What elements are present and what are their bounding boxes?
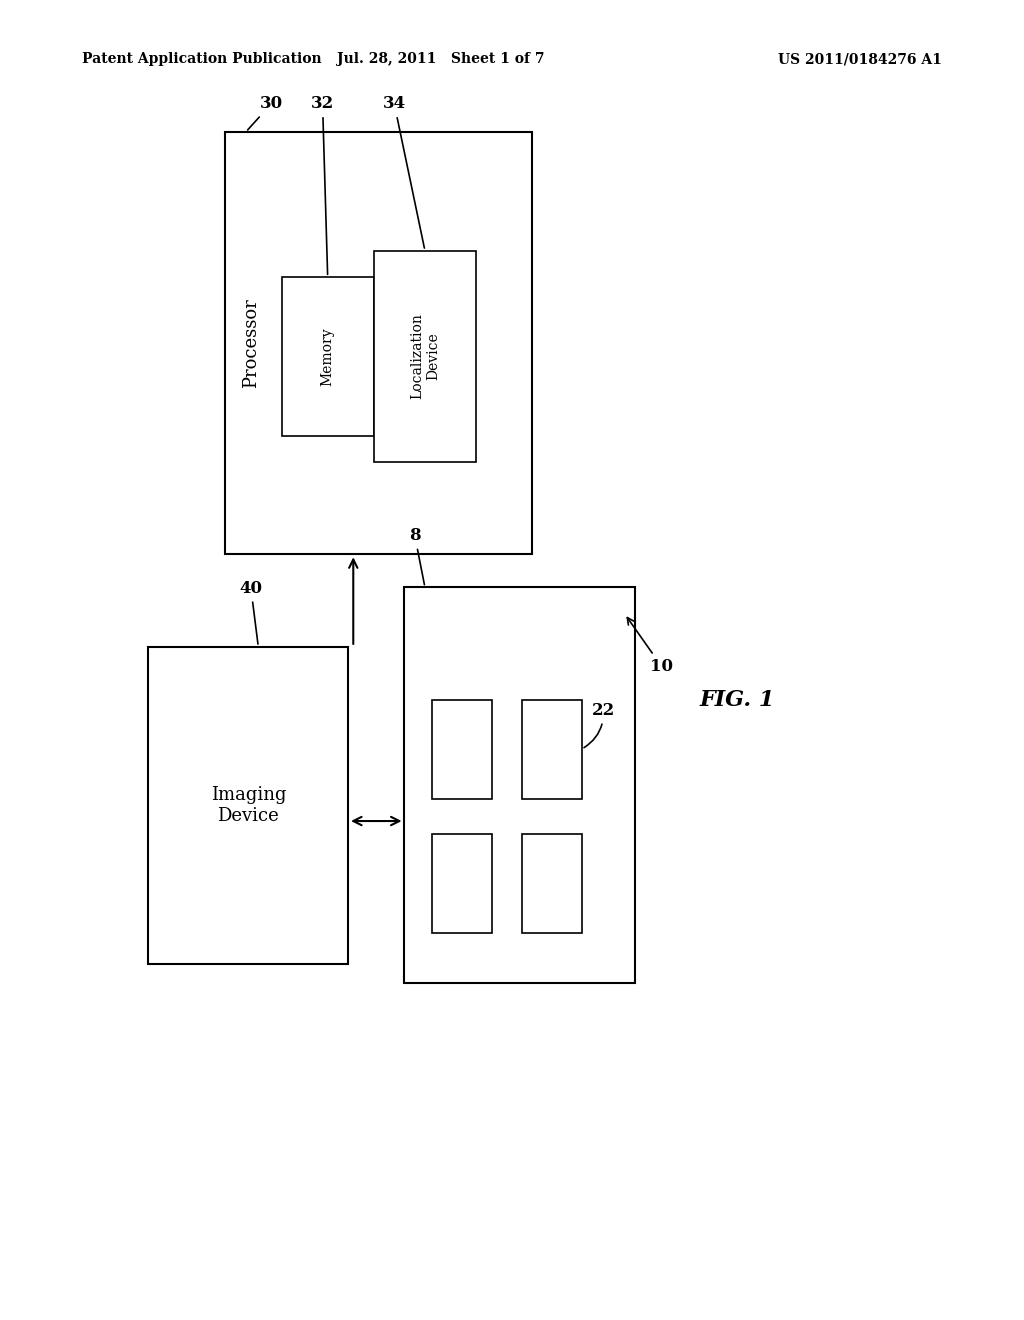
Text: 32: 32	[311, 95, 334, 275]
Text: Localization
Device: Localization Device	[410, 313, 440, 400]
Text: 8: 8	[409, 527, 424, 585]
FancyBboxPatch shape	[522, 834, 582, 933]
Text: 34: 34	[383, 95, 424, 248]
FancyBboxPatch shape	[432, 700, 492, 799]
Text: 30: 30	[248, 95, 283, 129]
Text: 10: 10	[628, 618, 673, 675]
FancyBboxPatch shape	[148, 647, 348, 964]
Text: Imaging
Device: Imaging Device	[211, 785, 286, 825]
Text: Memory: Memory	[321, 327, 335, 385]
FancyBboxPatch shape	[225, 132, 532, 554]
FancyBboxPatch shape	[282, 277, 374, 436]
Text: Jul. 28, 2011   Sheet 1 of 7: Jul. 28, 2011 Sheet 1 of 7	[337, 53, 544, 66]
Text: US 2011/0184276 A1: US 2011/0184276 A1	[778, 53, 942, 66]
Text: FIG. 1: FIG. 1	[699, 689, 775, 710]
Text: 40: 40	[240, 579, 262, 644]
FancyBboxPatch shape	[374, 251, 476, 462]
FancyBboxPatch shape	[522, 700, 582, 799]
FancyBboxPatch shape	[404, 587, 635, 983]
Text: Processor: Processor	[242, 298, 260, 388]
Text: 22: 22	[584, 702, 615, 747]
FancyBboxPatch shape	[432, 834, 492, 933]
Text: Patent Application Publication: Patent Application Publication	[82, 53, 322, 66]
